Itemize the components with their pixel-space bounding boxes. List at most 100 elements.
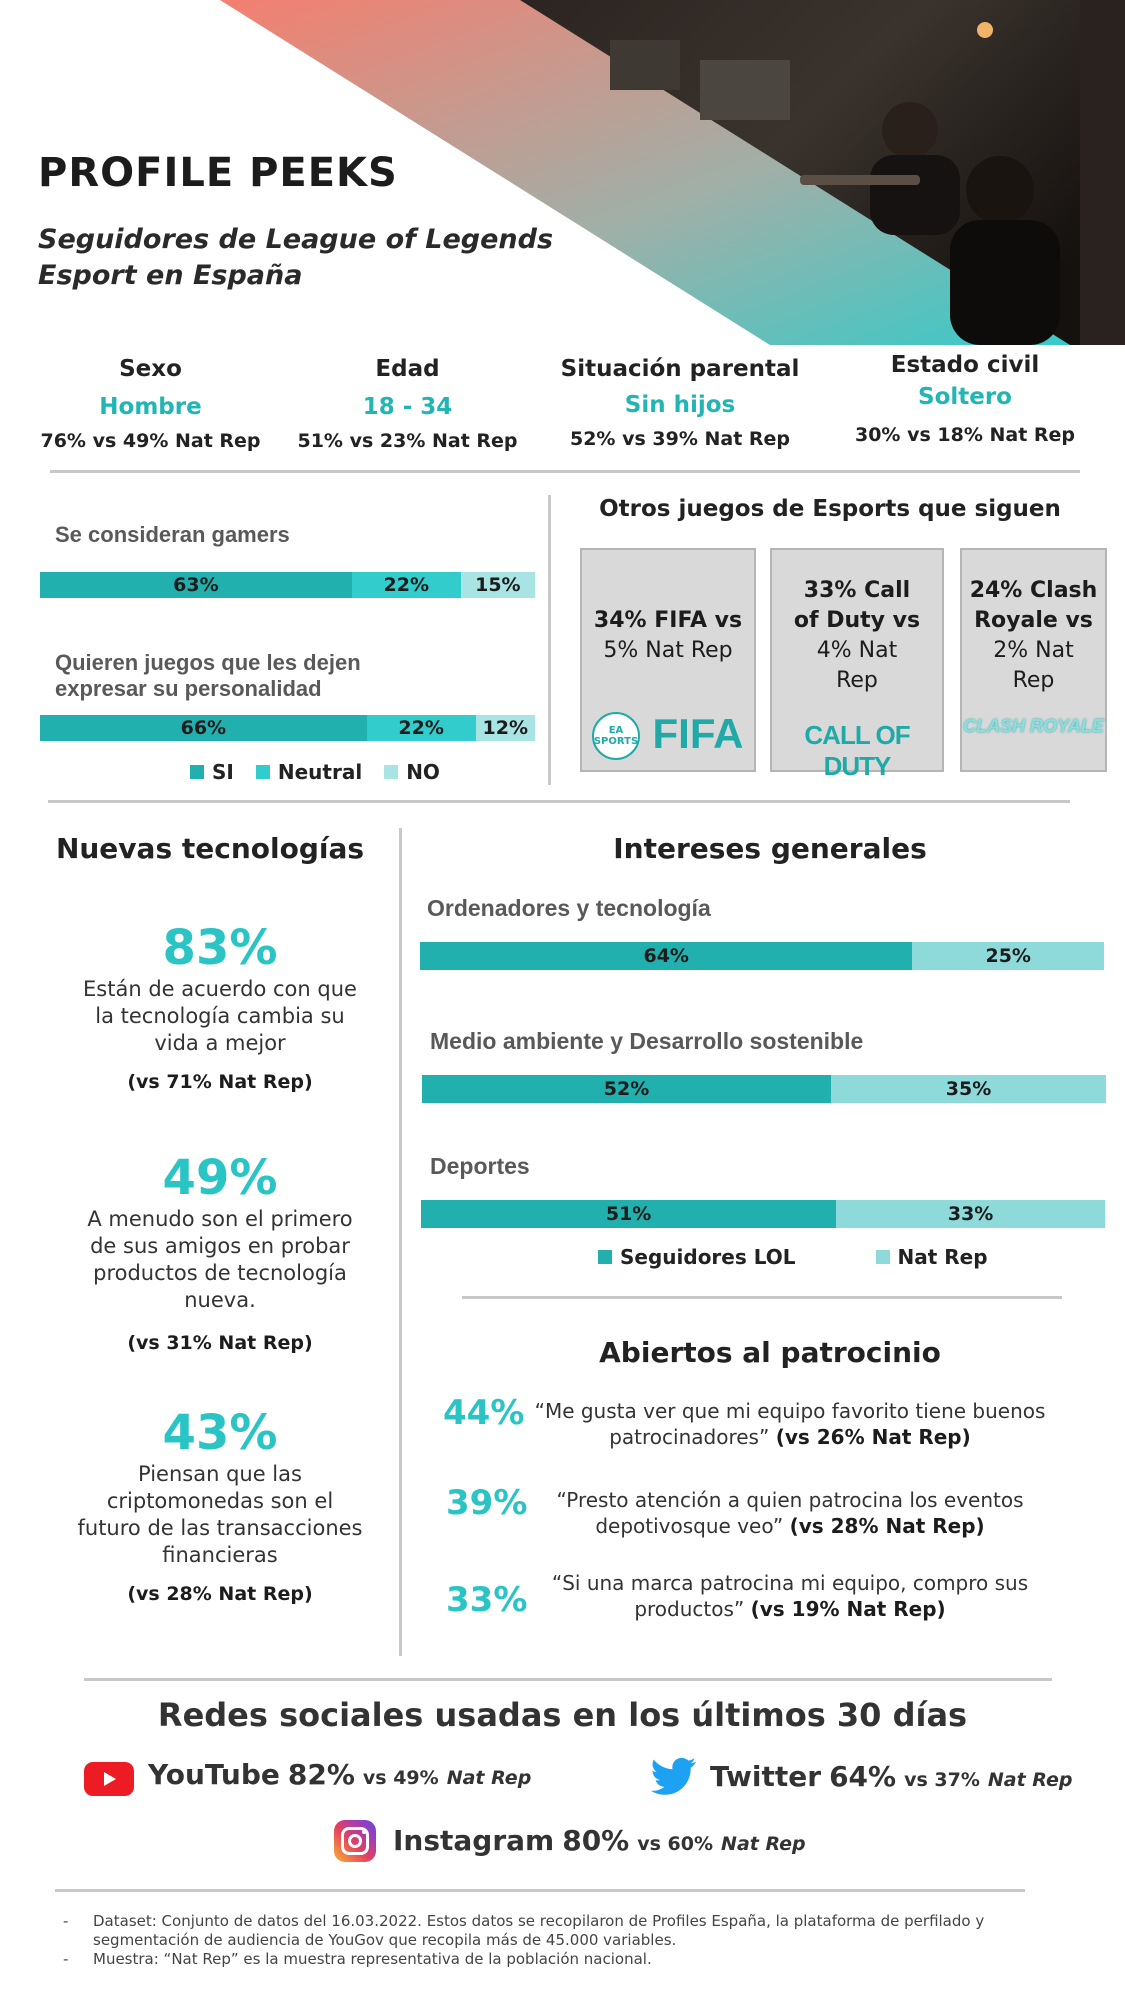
demo-label: Estado civil: [890, 352, 1040, 378]
sponsor-quote: “Si una marca patrocina mi equipo, compr…: [525, 1570, 1055, 1622]
desc-line: financieras: [162, 1543, 278, 1567]
bar-segment-nat: 25%: [912, 942, 1104, 970]
quote-comparison: (vs 28% Nat Rep): [789, 1514, 985, 1538]
desc-line: criptomonedas son el: [106, 1489, 334, 1513]
subtitle-line-2: Esport en España: [38, 260, 303, 291]
youtube-stat: YouTube 82% vs 49% Nat Rep: [148, 1758, 531, 1791]
instagram-dot: [362, 1830, 366, 1834]
card-line-4: Rep: [1012, 668, 1055, 693]
tech-stat-3: 43% Piensan que las criptomonedas son el…: [40, 1405, 400, 1605]
legend-nat: Nat Rep: [875, 1245, 988, 1269]
vertical-divider: [548, 495, 551, 785]
legend-no: NO: [384, 760, 440, 784]
demo-label: Situación parental: [560, 356, 800, 382]
social-comparison: vs 60%: [637, 1833, 714, 1855]
interests-title-text: Intereses generales: [613, 832, 927, 865]
sponsor-quote: “Me gusta ver que mi equipo favorito tie…: [525, 1398, 1055, 1450]
demo-comparison: 51% vs 23% Nat Rep: [297, 430, 518, 452]
gamers-question: Se consideran gamers: [55, 522, 290, 547]
interest-label: Medio ambiente y Desarrollo sostenible: [430, 1028, 864, 1054]
interest-label: Deportes: [430, 1153, 530, 1179]
stat-percent: 83%: [162, 920, 278, 976]
quote-line: productos”: [634, 1597, 745, 1621]
card-line-4: Rep: [836, 668, 878, 693]
vertical-divider: [399, 828, 402, 1656]
divider: [55, 1889, 1025, 1892]
legend-swatch: [384, 765, 399, 779]
legend-label: Nat Rep: [897, 1245, 988, 1269]
legend-swatch: [190, 765, 204, 779]
footer-line: Dataset: Conjunto de datos del 16.03.202…: [93, 1912, 985, 1930]
social-comparison: vs 49%: [362, 1767, 439, 1789]
demo-comparison: 52% vs 39% Nat Rep: [569, 428, 791, 450]
footer-line: segmentación de audiencia de YouGov que …: [93, 1931, 677, 1949]
desc-line: nueva.: [184, 1288, 256, 1312]
new-tech-title: Nuevas tecnologías: [55, 832, 365, 865]
card-line-1: 33% Call: [803, 578, 911, 603]
youtube-icon: [84, 1762, 134, 1796]
desc-line: A menudo son el primero: [87, 1207, 353, 1231]
social-comparison: vs 37%: [904, 1769, 980, 1791]
legend-label: SI: [212, 760, 234, 784]
legend-neutral: Neutral: [255, 760, 362, 784]
legend-si: SI: [190, 760, 234, 784]
social-nat-rep: Nat Rep: [446, 1767, 532, 1789]
demo-value: Sin hijos: [624, 392, 736, 418]
card-line-2: 5% Nat Rep: [603, 638, 733, 663]
social-percent: 82%: [287, 1758, 355, 1791]
interest-bar-ordenadores: 64% 25%: [420, 942, 1104, 970]
quote-comparison: (vs 19% Nat Rep): [750, 1597, 946, 1621]
instagram-stat: Instagram 80% vs 60% Nat Rep: [393, 1824, 806, 1857]
ea-sports-logo-icon: EA SPORTS: [592, 712, 640, 760]
social-nat-rep: Nat Rep: [987, 1769, 1073, 1791]
demo-edad: Edad 18 - 34 51% vs 23% Nat Rep: [295, 356, 520, 452]
bar-segment-lol: 64%: [420, 942, 913, 970]
twitter-stat: Twitter 64% vs 37% Nat Rep: [710, 1760, 1072, 1793]
social-name: Twitter: [710, 1760, 822, 1793]
interests-legend: Seguidores LOL Nat Rep: [598, 1245, 988, 1269]
sponsor-quote: “Presto atención a quien patrocina los e…: [525, 1487, 1055, 1539]
quote-line: “Me gusta ver que mi equipo favorito tie…: [534, 1399, 1046, 1423]
instagram-lens: [348, 1834, 362, 1848]
card-text: 24% Clash Royale vs 2% Nat Rep: [962, 576, 1105, 696]
interest-label: Ordenadores y tecnología: [427, 895, 711, 921]
bar-segment-nat: 33%: [836, 1200, 1105, 1228]
stat-comparison: (vs 31% Nat Rep): [127, 1332, 313, 1354]
card-line-3: 2% Nat: [993, 638, 1074, 663]
instagram-icon: [334, 1820, 376, 1862]
footer-item: - Dataset: Conjunto de datos del 16.03.2…: [63, 1912, 1083, 1950]
legend-swatch: [255, 765, 270, 779]
demo-value: Hombre: [99, 394, 202, 420]
other-esports-title: Otros juegos de Esports que siguen: [599, 496, 1061, 522]
stat-description: A menudo son el primero de sus amigos en…: [40, 1206, 400, 1314]
social-percent: 80%: [562, 1824, 630, 1857]
gamers-bar: 63% 22% 15%: [40, 572, 535, 598]
quote-comparison: (vs 26% Nat Rep): [775, 1425, 971, 1449]
social-percent: 64%: [829, 1760, 897, 1793]
question-line-1: Quieren juegos que les dejen: [55, 650, 361, 675]
divider: [84, 1678, 1052, 1681]
social-nat-rep: Nat Rep: [721, 1833, 806, 1855]
stat-percent: 43%: [162, 1405, 278, 1461]
bar-segment-no: 12%: [475, 715, 535, 741]
bar-segment-si: 66%: [40, 715, 367, 741]
play-icon: [104, 1772, 116, 1786]
desc-line: la tecnología cambia su: [95, 1004, 345, 1028]
divider: [50, 470, 1080, 473]
instagram-frame: [341, 1827, 369, 1855]
sponsor-percent: 44%: [443, 1393, 525, 1433]
card-line-3: 4% Nat: [816, 638, 898, 663]
card-text: 34% FIFA vs 5% Nat Rep: [582, 606, 754, 666]
footer-line: Muestra: “Nat Rep” es la muestra represe…: [93, 1950, 652, 1968]
bar-segment-lol: 52%: [422, 1075, 832, 1103]
stat-comparison: (vs 28% Nat Rep): [127, 1583, 313, 1605]
clash-royale-card: 24% Clash Royale vs 2% Nat Rep CLASH ROY…: [960, 548, 1107, 772]
quote-line: depotivosque veo”: [595, 1514, 784, 1538]
call-of-duty-card: 33% Call of Duty vs 4% Nat Rep CALL OF D…: [770, 548, 944, 781]
page-subtitle: Seguidores de League of Legends Esport e…: [38, 222, 553, 294]
twitter-icon: [650, 1755, 698, 1803]
fifa-logo: FIFA: [652, 710, 744, 757]
desc-line: Están de acuerdo con que: [83, 977, 357, 1001]
legend-swatch: [875, 1250, 890, 1264]
demo-value: 18 - 34: [362, 394, 453, 420]
